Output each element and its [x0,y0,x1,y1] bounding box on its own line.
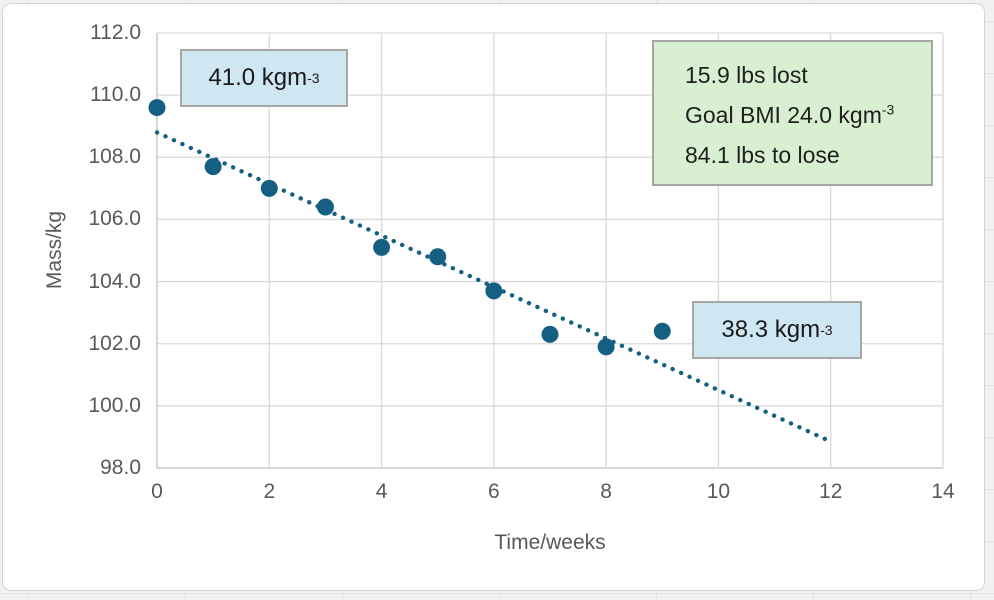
summary-line1-text: 15.9 lbs lost [685,62,808,88]
bmi-start-text: 41.0 kgm [208,64,308,91]
data-point[interactable] [597,338,615,356]
data-point[interactable] [373,238,391,256]
data-point[interactable] [204,158,222,176]
summary-line3-text: 84.1 lbs to lose [685,142,840,168]
data-point[interactable] [429,248,447,266]
summary-line-lbs-to-lose: 84.1 lbs to lose [685,135,921,175]
bmi-start-callout[interactable]: 41.0 kgm -3 [180,49,348,107]
bmi-current-text: 38.3 kgm [721,316,821,343]
x-axis-title: Time/weeks [494,531,606,554]
data-point[interactable] [541,325,559,343]
summary-line-lbs-lost: 15.9 lbs lost [685,55,921,95]
data-point[interactable] [653,322,671,340]
summary-note-callout[interactable]: 15.9 lbs lost Goal BMI 24.0 kgm-3 84.1 l… [652,40,933,186]
scatter-plot-area [148,32,944,469]
data-point[interactable] [148,99,166,117]
summary-line-goal-bmi: Goal BMI 24.0 kgm-3 [685,95,921,135]
data-point[interactable] [260,179,278,197]
bmi-current-callout[interactable]: 38.3 kgm -3 [692,301,862,359]
chart-card[interactable]: 112.0 110.0 108.0 106.0 104.0 102.0 100.0 98.0 0… [2,3,985,591]
y-axis-title: Mass/kg [43,210,66,290]
data-point[interactable] [485,282,503,300]
summary-line2-superscript: -3 [881,101,895,118]
summary-line2-text: Goal BMI 24.0 kgm [685,102,882,128]
data-point[interactable] [316,198,334,216]
